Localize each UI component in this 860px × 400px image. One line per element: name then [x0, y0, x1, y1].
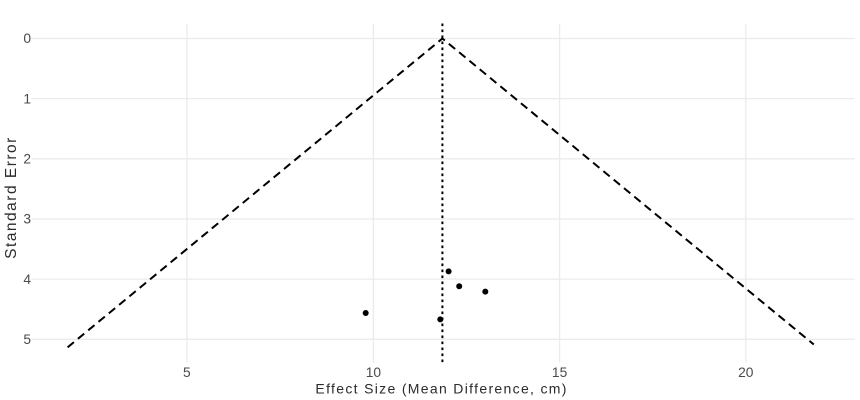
- svg-text:Effect Size (Mean Difference,: Effect Size (Mean Difference, cm): [315, 381, 567, 397]
- svg-text:5: 5: [183, 365, 191, 380]
- svg-text:15: 15: [552, 365, 568, 380]
- svg-text:20: 20: [738, 365, 754, 380]
- svg-text:Standard Error: Standard Error: [3, 136, 20, 259]
- svg-text:4: 4: [23, 272, 31, 287]
- svg-text:10: 10: [366, 365, 382, 380]
- svg-text:0: 0: [23, 31, 31, 46]
- svg-text:2: 2: [23, 152, 31, 167]
- svg-text:3: 3: [23, 212, 31, 227]
- svg-text:5: 5: [23, 332, 31, 347]
- svg-text:1: 1: [23, 91, 31, 106]
